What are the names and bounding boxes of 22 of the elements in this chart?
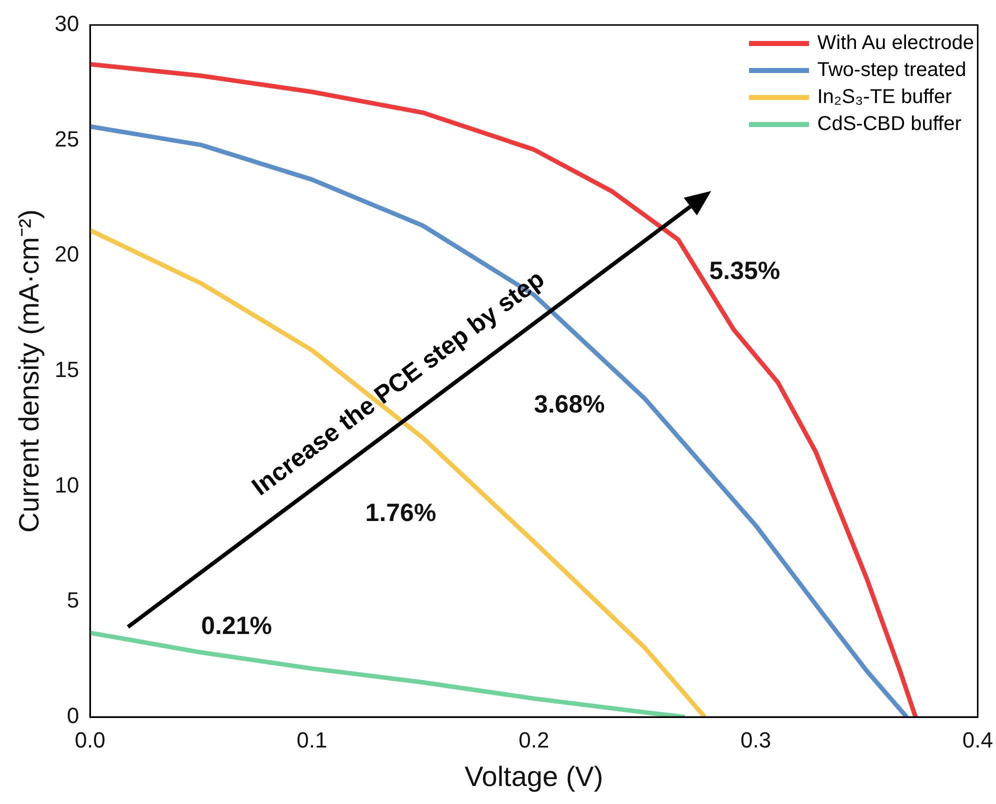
y-tick-label: 5 bbox=[66, 588, 80, 613]
legend-label: In₂S₃-TE buffer bbox=[817, 85, 952, 110]
legend-label: With Au electrode bbox=[817, 31, 974, 56]
x-tick-label: 0.2 bbox=[518, 727, 550, 752]
y-tick-label: 30 bbox=[54, 11, 80, 36]
y-tick-label: 20 bbox=[54, 242, 80, 267]
annotation: 1.76% bbox=[365, 499, 436, 528]
y-tick-label: 25 bbox=[54, 126, 80, 152]
legend-label: Two-step treated bbox=[817, 58, 966, 83]
x-axis-title: Voltage (V) bbox=[464, 760, 604, 792]
annotation: 0.21% bbox=[201, 612, 272, 640]
y-tick-label: 0 bbox=[66, 703, 80, 728]
y-axis-title: Current density (mA·cm⁻²) bbox=[14, 209, 45, 533]
legend-label: CdS-CBD buffer bbox=[817, 112, 962, 137]
annotation: 5.35% bbox=[709, 256, 780, 285]
y-tick-label: 10 bbox=[54, 472, 80, 498]
x-tick-label: 0.1 bbox=[296, 727, 328, 752]
y-tick-label: 15 bbox=[54, 357, 80, 382]
x-tick-label: 0.4 bbox=[962, 727, 994, 752]
annotation: 3.68% bbox=[534, 390, 605, 418]
x-tick-label: 0.3 bbox=[740, 727, 772, 752]
x-tick-label: 0.0 bbox=[74, 727, 106, 752]
